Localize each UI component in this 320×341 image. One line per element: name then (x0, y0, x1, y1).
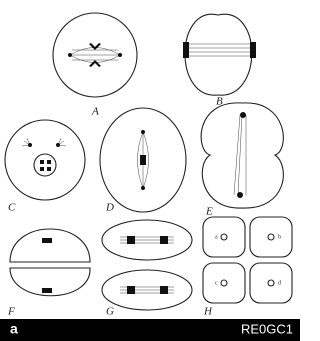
figure-label: B (216, 96, 223, 108)
figure-label: G (106, 306, 114, 318)
cell-label: a (215, 234, 218, 240)
illustration: a b c d A B C D E F G H a RE0GC1 (0, 12, 300, 341)
cell-label: c (215, 280, 218, 286)
figure-h (202, 216, 293, 304)
figure-a (52, 12, 138, 98)
cell-label: d (278, 280, 281, 286)
figure-c (4, 119, 86, 201)
figure-d (99, 107, 187, 213)
watermark-logo: a (10, 321, 18, 337)
figure-label: D (105, 202, 114, 214)
cell-label: b (278, 234, 281, 240)
figure-e (200, 102, 284, 209)
figure-label: A (91, 106, 99, 118)
figure-b (183, 13, 256, 96)
figure-label: C (8, 202, 16, 214)
figure-g (101, 219, 193, 311)
figure-label: H (203, 306, 213, 318)
figure-label: E (205, 206, 213, 218)
watermark-bar (0, 319, 300, 341)
watermark-code: RE0GC1 (241, 321, 293, 336)
figure-f (9, 228, 91, 297)
figure-label: F (7, 306, 15, 318)
